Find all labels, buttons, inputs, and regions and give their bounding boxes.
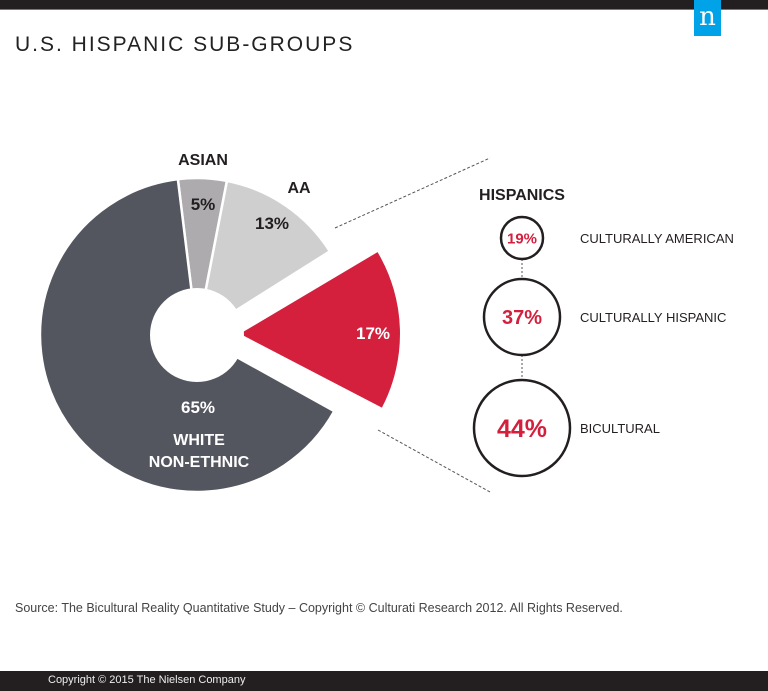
footer-bar: Copyright © 2015 The Nielsen Company xyxy=(0,671,768,691)
slice-name-label: AA xyxy=(287,180,311,197)
slice-value-label: 65% xyxy=(181,398,215,417)
connector-line xyxy=(377,429,491,493)
top-bar xyxy=(0,0,768,10)
bubble-label: CULTURALLY AMERICAN xyxy=(580,231,734,246)
slice-value-label: 17% xyxy=(356,324,390,343)
bubble-circle xyxy=(482,277,562,357)
bubble-circle xyxy=(472,378,572,478)
connector-line xyxy=(334,157,491,229)
bubble-value: 37% xyxy=(502,307,542,329)
pie-slice-hispanics xyxy=(239,252,400,408)
footer-copyright: Copyright © 2015 The Nielsen Company xyxy=(48,674,246,686)
chart-title: U.S. HISPANIC SUB-GROUPS xyxy=(15,33,355,56)
slice-value-label: 13% xyxy=(255,214,289,233)
donut-hole xyxy=(150,288,244,382)
source-note: Source: The Bicultural Reality Quantitat… xyxy=(15,601,623,615)
pie-slice-aa xyxy=(195,179,332,338)
bubble-circle xyxy=(499,215,545,261)
bubble-label: CULTURALLY HISPANIC xyxy=(580,310,726,325)
hispanics-heading: HISPANICS xyxy=(479,187,565,204)
bubble-label: BICULTURAL xyxy=(580,421,660,436)
slice-name-label: NON-ETHNIC xyxy=(149,454,250,471)
slice-name-label: ASIAN xyxy=(178,152,228,169)
bubble-value: 44% xyxy=(497,415,547,443)
nielsen-logo: n xyxy=(694,0,721,36)
slice-value-label: 5% xyxy=(191,195,216,214)
slice-name-label: WHITE xyxy=(173,432,225,449)
bubble-value: 19% xyxy=(507,230,537,247)
